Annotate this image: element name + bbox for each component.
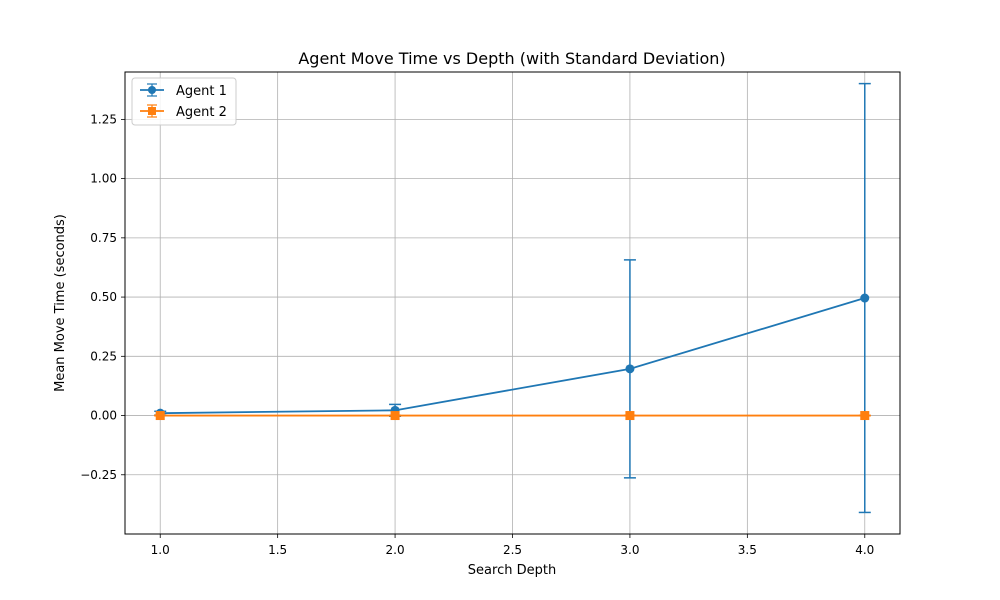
y-axis-label: Mean Move Time (seconds)	[53, 214, 68, 392]
plot-area	[124, 71, 901, 535]
legend-marker	[148, 86, 156, 94]
x-tick-label: 1.5	[268, 543, 287, 557]
x-tick-label: 3.5	[738, 543, 757, 557]
series-2	[154, 411, 871, 421]
data-point	[860, 411, 870, 421]
data-point	[860, 293, 870, 303]
series-line	[160, 297, 866, 415]
y-axis-ticks: −0.25 0.00 0.25 0.50 0.75 1.00 1.25	[80, 112, 125, 482]
legend: Agent 1 Agent 2	[131, 77, 237, 126]
y-tick-label: 0.50	[90, 290, 117, 304]
data-point	[155, 411, 165, 421]
x-tick-label: 4.0	[855, 543, 874, 557]
x-tick-label: 1.0	[151, 543, 170, 557]
legend-marker	[148, 107, 156, 115]
legend-label: Agent 2	[176, 105, 227, 120]
y-tick-label: 0.00	[90, 409, 117, 423]
x-tick-label: 2.0	[386, 543, 405, 557]
data-point	[625, 364, 635, 374]
y-tick-label: 1.25	[90, 112, 117, 126]
legend-label: Agent 1	[176, 84, 227, 99]
y-tick-label: 1.00	[90, 172, 117, 186]
y-tick-label: 0.75	[90, 231, 117, 245]
data-point	[625, 411, 635, 421]
x-tick-label: 2.5	[503, 543, 522, 557]
x-axis-ticks: 1.0 1.5 2.0 2.5 3.0 3.5 4.0	[151, 534, 874, 557]
series-layer	[154, 82, 871, 514]
data-point	[390, 411, 400, 421]
x-tick-label: 3.0	[620, 543, 639, 557]
x-axis-label: Search Depth	[468, 563, 556, 578]
y-tick-label: 0.25	[90, 349, 117, 363]
y-tick-label: −0.25	[80, 468, 117, 482]
chart-title: Agent Move Time vs Depth (with Standard …	[298, 49, 725, 68]
